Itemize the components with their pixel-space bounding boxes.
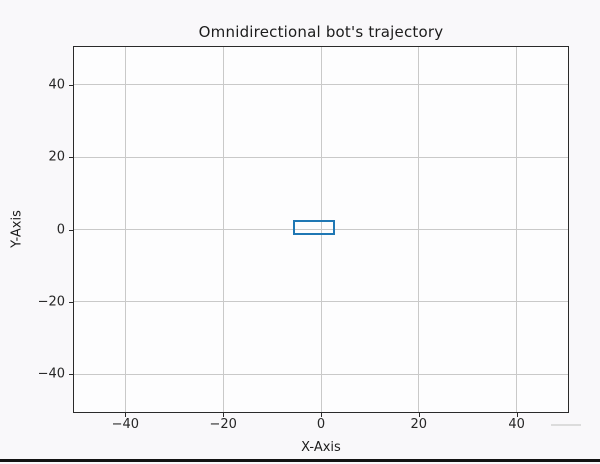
x-axis-label: X-Axis [301, 440, 341, 455]
y-gridline [74, 84, 568, 86]
y-tick-label: 40 [48, 77, 65, 93]
y-tick-label: 0 [56, 222, 65, 237]
x-tick-mark [321, 413, 322, 417]
y-tick-mark [69, 157, 73, 159]
x-tick-mark [125, 413, 127, 417]
y-tick-mark [69, 301, 73, 303]
y-tick-mark [69, 229, 73, 231]
x-tick-mark [223, 413, 225, 417]
x-tick-label: 40 [508, 417, 525, 432]
y-gridline [74, 156, 568, 158]
plot-title: Omnidirectional bot's trajectory [198, 23, 444, 41]
y-tick-mark [69, 84, 73, 86]
y-tick-label: −20 [37, 294, 65, 310]
y-tick-label: −40 [37, 366, 65, 382]
y-tick-label: 20 [48, 149, 65, 165]
y-axis-label: Y-Axis [9, 210, 25, 248]
artifact-dash [551, 424, 581, 426]
y-tick-mark [69, 374, 73, 376]
x-tick-label: 20 [410, 417, 428, 432]
x-tick-label: −40 [111, 417, 140, 432]
y-gridline [74, 373, 568, 375]
y-gridline [74, 301, 568, 303]
bot-rectangle [293, 219, 335, 236]
x-tick-mark [516, 413, 518, 417]
y-gridline [74, 229, 568, 230]
x-tick-mark [418, 413, 420, 417]
x-tick-label: 0 [316, 417, 326, 432]
screen-bottom-edge-bar [0, 459, 600, 462]
x-tick-label: −20 [209, 417, 237, 432]
plot-area [73, 46, 569, 413]
